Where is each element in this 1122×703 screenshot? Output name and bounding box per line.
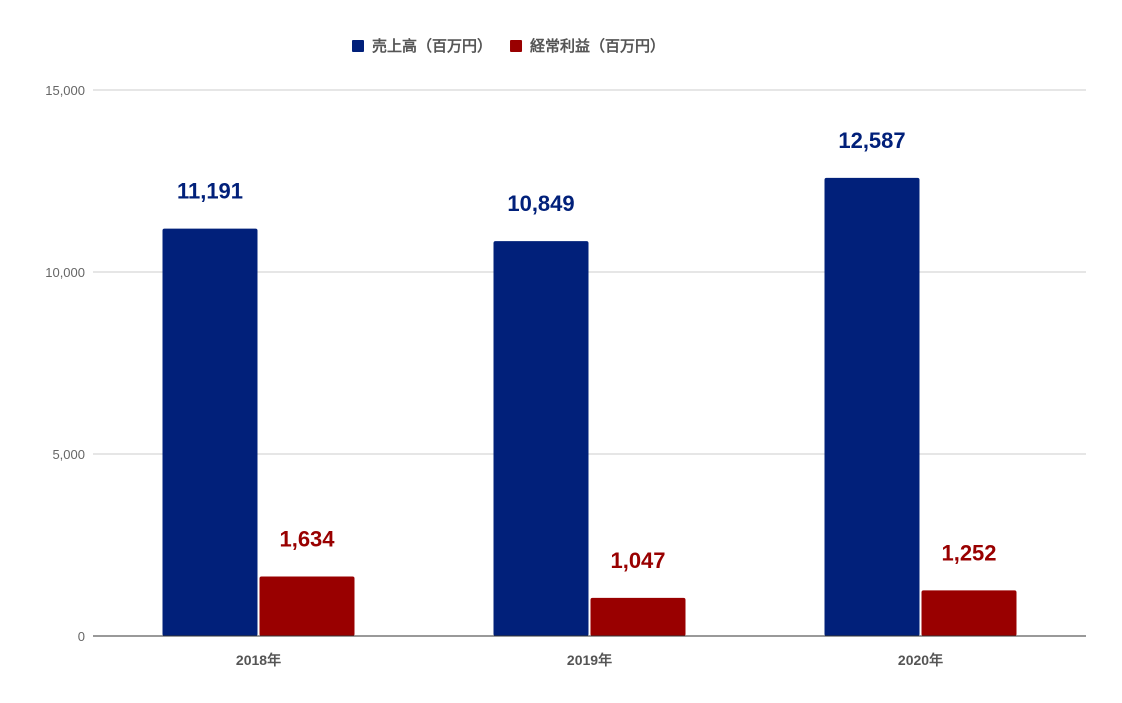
y-tick-label: 15,000 [45, 83, 85, 98]
data-labels: 11,191 1,634 10,849 1,047 12,587 1,252 [177, 128, 997, 573]
legend-swatch [352, 40, 364, 52]
legend: 売上高（百万円） 経常利益（百万円） [352, 37, 665, 55]
data-label: 1,047 [610, 548, 665, 573]
x-tick-label: 2020年 [898, 652, 943, 668]
data-label: 11,191 [177, 179, 243, 204]
x-tick-label: 2019年 [567, 652, 612, 668]
data-label: 1,252 [941, 540, 996, 565]
bar [259, 576, 355, 636]
legend-label: 経常利益（百万円） [530, 37, 665, 55]
data-label: 10,849 [507, 191, 574, 216]
bar [162, 228, 258, 637]
legend-label: 売上高（百万円） [372, 37, 492, 55]
grid [93, 89, 1086, 455]
y-tick-label: 5,000 [52, 447, 85, 462]
bar [921, 590, 1017, 636]
legend-swatch [510, 40, 523, 52]
bars [162, 177, 1017, 637]
y-tick-label: 0 [78, 629, 85, 644]
bar [493, 241, 589, 636]
y-tick-label: 10,000 [45, 265, 85, 280]
bar [590, 597, 686, 636]
bar [824, 177, 920, 637]
x-tick-label: 2018年 [236, 652, 281, 668]
data-label: 1,634 [279, 527, 335, 552]
data-label: 12,587 [838, 128, 905, 153]
axes: 0 5,000 10,000 15,000 2018年 2019年 2020年 [45, 83, 1086, 668]
